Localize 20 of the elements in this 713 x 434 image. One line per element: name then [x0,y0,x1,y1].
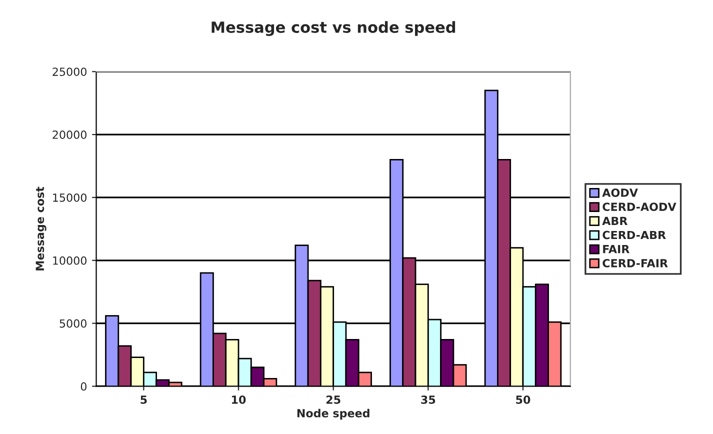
y-tick-label: 15000 [53,193,86,202]
y-tick-label: 20000 [52,130,86,139]
y-tick-label: 25000 [52,68,86,76]
legend-label: FAIR [603,245,630,254]
legend-label: AODV [602,188,638,197]
x-tick-label: 50 [516,395,530,404]
legend-label: CERD-AODV [602,202,676,212]
y-tick-label: 0 [80,382,86,391]
x-axis-title: Node speed [297,408,370,420]
legend-label: ABR [602,216,628,225]
x-tick-label: 5 [140,396,147,404]
legend-label: CERD-ABR [602,230,666,240]
legend-label: CERD-FAIR [602,258,668,268]
x-tick-label: 10 [232,395,246,404]
y-axis-title: Message cost [36,186,46,270]
chart-title: Message cost vs node speed [212,21,456,36]
x-tick-label: 35 [421,395,436,404]
y-tick-label: 5000 [60,319,86,328]
x-tick-label: 25 [326,395,340,404]
y-tick-label: 10000 [53,256,86,265]
